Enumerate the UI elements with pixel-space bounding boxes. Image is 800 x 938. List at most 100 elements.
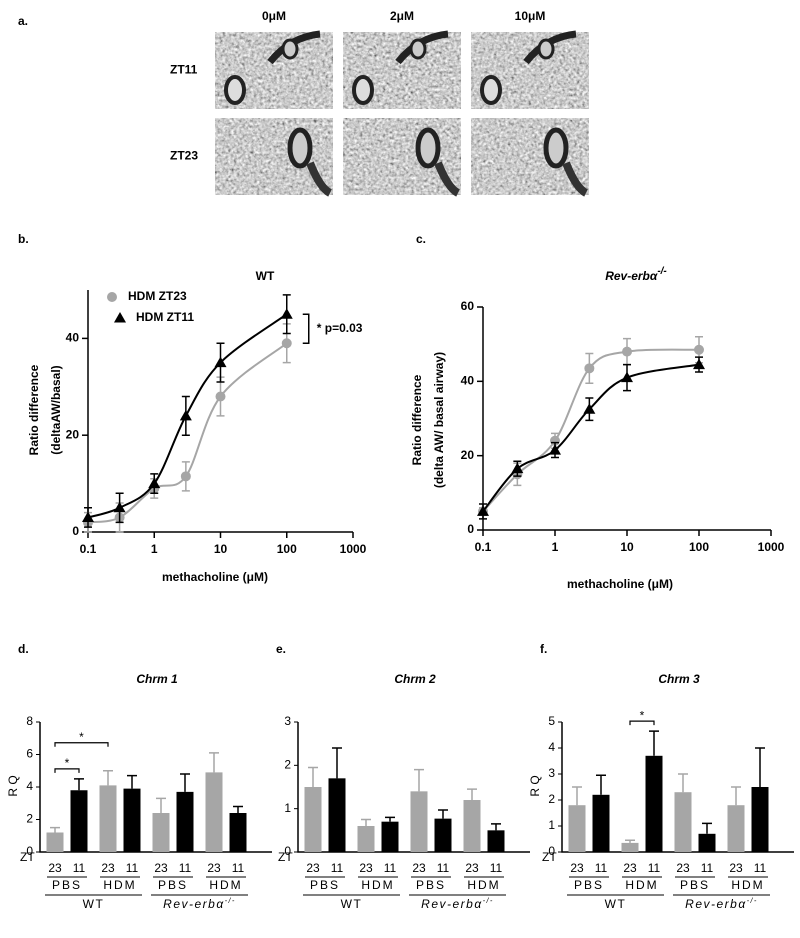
genotype-label: Rev-erbα-/- <box>163 897 236 911</box>
y-tick-label: 5 <box>548 714 555 728</box>
significance-label: * <box>79 730 84 744</box>
significance-bracket <box>302 313 310 344</box>
error-bar <box>74 778 84 791</box>
significance-label: * <box>640 708 645 722</box>
error-bar <box>678 773 688 793</box>
y-axis-label: R Q <box>6 775 20 796</box>
column-label: 0μM <box>262 9 286 23</box>
bar <box>568 805 586 852</box>
x-tick-label: 11 <box>384 861 397 875</box>
error-bar <box>491 823 501 831</box>
x-tick-label: 11 <box>490 861 503 875</box>
point <box>113 501 126 513</box>
legend-label: HDM ZT23 <box>128 289 187 303</box>
x-tick-label: 23 <box>570 861 584 875</box>
group-label: PBS <box>52 878 82 892</box>
x-tick-label: 0.1 <box>80 542 97 556</box>
y-tick-label: 2 <box>26 812 33 826</box>
x-prefix: ZT <box>542 850 557 864</box>
genotype-text: WT <box>341 897 363 911</box>
group-label: PBS <box>416 878 446 892</box>
x-prefix: ZT <box>20 850 35 864</box>
y-tick-label: 40 <box>461 374 475 388</box>
genotype-label: Rev-erbα-/- <box>421 897 494 911</box>
y-axis-label: Ratio difference <box>27 364 41 455</box>
y-tick-label: 8 <box>26 714 33 728</box>
bar <box>751 787 769 852</box>
point <box>179 409 192 421</box>
error-bar <box>180 773 190 792</box>
group-label: PBS <box>158 878 188 892</box>
point <box>107 292 117 302</box>
genotype-text: Rev-erbα <box>163 897 225 911</box>
bar <box>357 826 375 852</box>
x-tick-label: 11 <box>595 861 608 875</box>
bar <box>592 794 610 852</box>
airway <box>352 75 374 105</box>
group-label: PBS <box>574 878 604 892</box>
bar <box>434 818 452 852</box>
y-axis-label: Ratio difference <box>410 374 424 465</box>
point <box>114 312 126 323</box>
group-label: HDM <box>361 878 394 892</box>
error-bar <box>731 786 741 806</box>
airway <box>287 127 313 169</box>
error-bar <box>332 747 342 779</box>
y-tick-label: 1 <box>284 801 291 815</box>
significance-bracket <box>54 768 80 773</box>
error-bar <box>361 818 371 826</box>
y-axis-label: (delta AW/ basal airway) <box>432 352 446 488</box>
x-tick-label: 23 <box>154 861 168 875</box>
x-tick-label: 23 <box>623 861 637 875</box>
micrograph <box>471 118 589 195</box>
significance-bracket <box>629 720 655 726</box>
error-bar <box>755 747 765 787</box>
point <box>621 371 633 383</box>
x-tick-label: 1000 <box>340 542 367 556</box>
x-axis-label: methacholine (μM) <box>162 570 268 584</box>
x-tick-label: 23 <box>207 861 221 875</box>
x-tick-label: 23 <box>729 861 743 875</box>
bar <box>727 805 745 852</box>
bar <box>621 842 639 852</box>
group-label: HDM <box>103 878 136 892</box>
point <box>280 308 293 319</box>
point <box>549 444 561 455</box>
y-tick-label: 60 <box>461 299 475 313</box>
significance-bracket <box>54 742 109 747</box>
error-bar <box>467 788 477 800</box>
fit-curve <box>482 363 700 513</box>
airway <box>543 127 569 169</box>
vessel <box>306 161 333 197</box>
group-label: HDM <box>467 878 500 892</box>
x-tick-label: 11 <box>232 861 245 875</box>
y-tick-label: 3 <box>284 714 291 728</box>
y-tick-label: 0 <box>26 844 33 858</box>
airway <box>415 127 441 169</box>
y-tick-label: 4 <box>548 740 555 754</box>
genotype-label: WT <box>83 897 105 911</box>
genotype-text: WT <box>83 897 105 911</box>
y-tick-label: 3 <box>548 766 555 780</box>
panel-label: f. <box>540 642 547 656</box>
airway <box>224 75 246 105</box>
chart-title: Chrm 2 <box>394 672 436 686</box>
genotype-label: WT <box>341 897 363 911</box>
significance-label: * <box>65 756 70 770</box>
genotype-sup: -/- <box>225 898 236 905</box>
genotype-text: Rev-erbα <box>685 897 747 911</box>
bar <box>99 785 117 852</box>
vessel <box>562 161 589 197</box>
point <box>694 344 704 355</box>
x-tick-label: 11 <box>437 861 450 875</box>
y-tick-label: 6 <box>26 747 33 761</box>
x-tick-label: 100 <box>689 540 709 554</box>
x-tick-label: 10 <box>214 542 228 556</box>
genotype-label: Rev-erbα-/- <box>685 897 758 911</box>
error-bar <box>233 805 243 813</box>
x-tick-label: 1000 <box>758 540 785 554</box>
bar <box>381 821 399 852</box>
y-tick-label: 2 <box>284 758 291 772</box>
x-tick-label: 11 <box>73 861 86 875</box>
